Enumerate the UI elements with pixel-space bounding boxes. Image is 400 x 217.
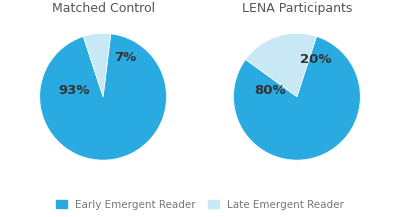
Text: 80%: 80% [254, 84, 286, 97]
Title: LENA Participants: LENA Participants [242, 2, 352, 15]
Wedge shape [83, 33, 111, 97]
Wedge shape [246, 33, 316, 97]
Text: 93%: 93% [59, 84, 90, 97]
Wedge shape [234, 36, 360, 160]
Wedge shape [40, 34, 166, 160]
Title: Matched Control: Matched Control [52, 2, 155, 15]
Legend: Early Emergent Reader, Late Emergent Reader: Early Emergent Reader, Late Emergent Rea… [54, 198, 346, 212]
Text: 7%: 7% [114, 51, 136, 64]
Text: 20%: 20% [300, 53, 332, 66]
